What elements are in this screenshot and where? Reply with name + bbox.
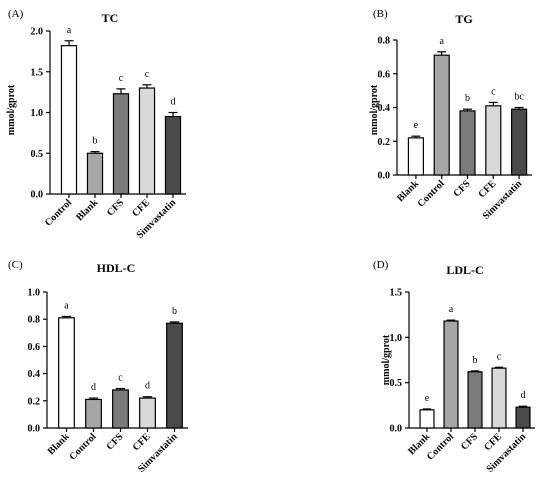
significance-letter: a	[439, 36, 444, 47]
panel-label: (D)	[373, 259, 389, 271]
x-tick-label: Control	[43, 197, 74, 228]
bar-simvastatin	[511, 108, 528, 176]
y-tick-label: 0.4	[28, 369, 41, 380]
significance-letter: c	[119, 73, 124, 84]
significance-letter: e	[414, 120, 419, 131]
significance-letter: b	[473, 355, 478, 366]
bar-cfs	[112, 389, 129, 429]
x-tick-label: CFS	[451, 178, 472, 199]
chart-panel-a: (A) TC mmol/gprot 0.0 0.5 1.0 1.5 2.0 a Control b B…	[6, 8, 186, 241]
y-tick-label: 1.0	[390, 333, 403, 344]
y-tick-label: 0.6	[378, 69, 391, 80]
y-axis-label: mmol/gprot	[6, 84, 17, 135]
significance-letter: a	[449, 304, 454, 315]
bar-control	[433, 54, 450, 176]
significance-letter: c	[491, 86, 496, 97]
x-tick-label: CFS	[104, 431, 125, 452]
bar-cfs	[467, 371, 483, 429]
bar-cfe	[138, 87, 156, 195]
chart-title: HDL-C	[97, 261, 136, 275]
significance-letter: c	[145, 69, 150, 80]
bar-simvastatin	[166, 322, 183, 429]
y-axis-label: mmol/gprot	[381, 334, 392, 385]
x-tick-label: Control	[425, 431, 456, 462]
y-tick-label: 0.0	[390, 424, 403, 435]
panel-label: (A)	[8, 8, 24, 20]
x-tick-label: CFE	[131, 431, 153, 453]
bar-blank	[419, 409, 435, 429]
y-tick-label: 0.8	[378, 36, 391, 47]
panel-label: (C)	[8, 259, 23, 271]
significance-letter: b	[93, 136, 98, 147]
bar-control	[443, 320, 459, 429]
bar-blank	[58, 317, 75, 429]
chart-title: TC	[102, 11, 119, 25]
bar-simvastatin	[515, 406, 531, 429]
y-tick-label: 0.5	[31, 149, 44, 160]
y-tick-label: 0.0	[31, 190, 44, 201]
panel-label: (B)	[373, 8, 388, 20]
chart-panel-d: (D) LDL-Cmmol/gprot0.00.51.01.5eBlankaCon…	[373, 259, 535, 475]
significance-letter: b	[465, 93, 470, 104]
significance-letter: d	[171, 97, 176, 108]
significance-letter: a	[67, 25, 72, 36]
y-tick-label: 0.5	[390, 378, 403, 389]
y-tick-label: 1.0	[31, 108, 44, 119]
significance-letter: c	[118, 373, 123, 384]
x-tick-label: Control	[416, 178, 447, 209]
significance-letter: a	[64, 300, 69, 311]
y-tick-label: 0.8	[28, 315, 41, 326]
significance-letter: d	[145, 381, 150, 392]
x-tick-label: Blank	[74, 197, 100, 223]
y-tick-label: 1.5	[31, 67, 44, 78]
y-tick-label: 0.2	[28, 396, 41, 407]
bar-control	[85, 398, 102, 429]
significance-letter: d	[91, 382, 96, 393]
bar-cfs	[459, 110, 476, 176]
bar-cfe	[491, 367, 507, 429]
significance-letter: e	[425, 393, 430, 404]
chart-title: TG	[455, 12, 472, 26]
significance-letter: d	[521, 390, 526, 401]
y-tick-label: 1.0	[28, 288, 41, 299]
y-tick-label: 1.5	[390, 288, 403, 299]
chart-title: LDL-C	[446, 263, 483, 277]
significance-letter: c	[497, 351, 502, 362]
x-tick-label: Control	[67, 431, 98, 462]
y-tick-label: 0.0	[28, 424, 41, 435]
y-tick-label: 0.6	[28, 342, 41, 353]
bar-cfs	[112, 93, 130, 195]
bar-cfe	[485, 105, 502, 176]
x-tick-label: CFS	[459, 431, 480, 452]
y-tick-label: 0.4	[378, 103, 391, 114]
bar-cfe	[139, 397, 156, 429]
chart-panel-b: (B) TGmmol/gprot0.00.20.40.60.8eBlankaCon…	[369, 8, 532, 222]
significance-letter: b	[172, 306, 177, 317]
chart-panel-c: (C) HDL-C0.00.20.40.60.81.0aBlankdControl…	[8, 259, 188, 475]
y-axis-label: mmol/gprot	[369, 84, 380, 135]
x-tick-label: CFE	[130, 197, 152, 219]
bar-control	[60, 45, 78, 195]
x-tick-label: CFS	[105, 197, 126, 218]
bar-blank	[407, 137, 424, 176]
x-tick-label: CFE	[477, 178, 499, 200]
bar-simvastatin	[164, 115, 182, 195]
significance-letter: bc	[514, 92, 524, 103]
y-tick-label: 0.0	[378, 171, 391, 182]
y-tick-label: 0.2	[378, 137, 391, 148]
y-tick-label: 2.0	[31, 27, 44, 38]
bar-blank	[86, 152, 104, 195]
